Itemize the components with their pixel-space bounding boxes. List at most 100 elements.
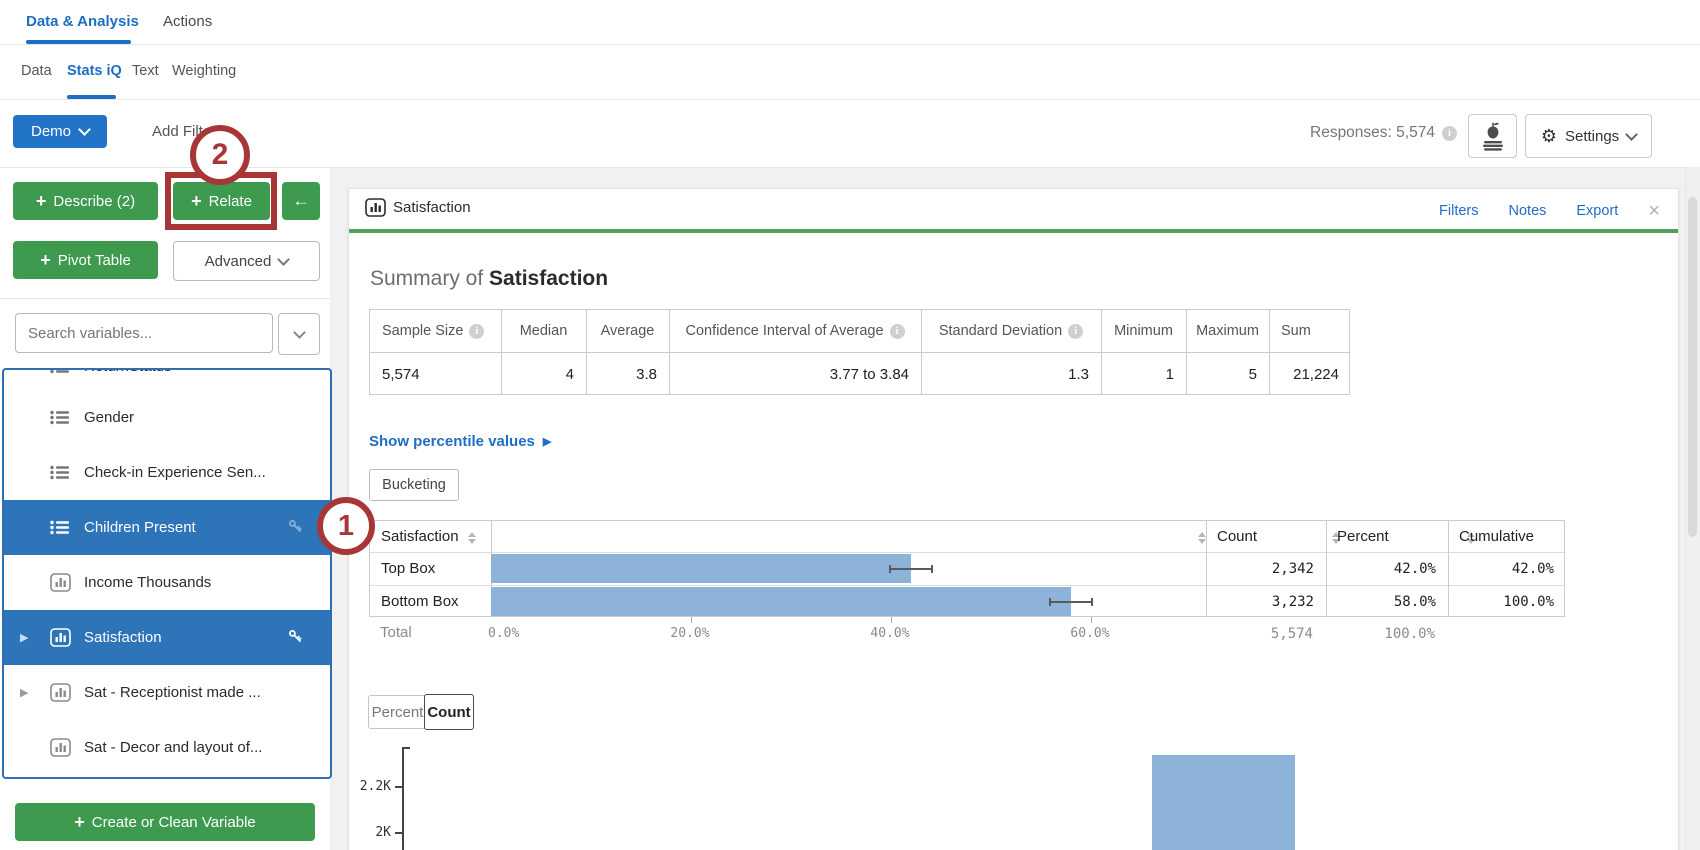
bucketing-label: Bucketing [382,477,446,493]
left-arrow-icon: ← [292,191,310,210]
card-accent-line [349,229,1678,233]
notes-link[interactable]: Notes [1508,203,1547,219]
collapse-panel-button[interactable]: ← [282,182,320,220]
demo-dropdown-button[interactable]: Demo [13,115,107,148]
list-icon [50,370,69,374]
bar-chart-icon [50,738,71,757]
variable-row-receptionist[interactable]: ▶ Sat - Receptionist made ... [4,665,330,720]
freq-cumulative: 100.0% [1503,593,1554,610]
demo-dropdown-label: Demo [30,123,71,140]
page-scrollbar[interactable] [1685,167,1700,850]
tab-text[interactable]: Text [132,63,159,79]
info-icon[interactable]: i [1442,126,1457,141]
triangle-right-icon: ▶ [542,436,552,448]
chevron-down-icon [1625,127,1639,141]
info-icon[interactable]: i [889,323,905,339]
show-percentile-values-link[interactable]: Show percentile values ▶ [369,433,551,450]
bucketing-button[interactable]: Bucketing [369,469,459,501]
stat-sample-size: 5,574 [382,365,420,383]
sort-icon[interactable] [1198,532,1207,544]
pivot-table-label: Pivot Table [57,251,131,269]
toggle-count-button[interactable]: Count [424,694,474,730]
col-header-sample-size: Sample Size i [382,310,485,352]
info-icon[interactable]: i [469,323,485,339]
tab-stats-iq[interactable]: Stats iQ [67,63,122,79]
freq-total-count: 5,574 [1270,626,1313,642]
bottom-box-error-bar [1049,597,1093,606]
bottom-box-bar [491,587,1071,616]
describe-button[interactable]: + Describe (2) [13,182,158,220]
col-header-average: Average [600,323,655,339]
expand-triangle-icon[interactable]: ▶ [20,632,29,644]
settings-button[interactable]: ⚙ Settings [1525,114,1652,158]
tab-actions[interactable]: Actions [163,13,213,30]
variable-row-clipped[interactable]: ReturnStatus [4,370,330,390]
filters-link[interactable]: Filters [1439,203,1479,219]
responses-count: Responses: 5,574 [1310,124,1435,141]
y-axis-tick-label: 2.2K [359,779,391,794]
freq-col-percent: Percent [1337,528,1389,545]
relate-label: Relate [208,192,252,210]
x-axis-tick-label: 60.0% [1070,626,1110,641]
pivot-table-button[interactable]: + Pivot Table [13,241,158,279]
apple-on-books-icon [1482,122,1503,151]
divider [0,99,1700,100]
tab-weighting[interactable]: Weighting [172,63,237,79]
tab-data[interactable]: Data [21,63,52,79]
variable-row-income[interactable]: Income Thousands [4,555,330,610]
info-icon[interactable]: i [1068,323,1084,339]
count-toggle-label: Count [427,703,471,721]
variable-row-children-present[interactable]: Children Present [4,500,330,555]
divider [0,167,1700,168]
variable-row-gender[interactable]: Gender [4,390,330,445]
freq-percent: 58.0% [1393,593,1436,610]
percent-toggle-label: Percent [371,703,424,721]
variable-row-satisfaction[interactable]: ▶ Satisfaction [4,610,330,665]
search-input[interactable] [15,313,273,353]
variable-label: Income Thousands [84,574,212,591]
percentile-link-label: Show percentile values [369,433,535,450]
plus-icon: + [40,250,51,270]
x-axis-tick-label: 0.0% [488,626,520,641]
advanced-dropdown[interactable]: Advanced [173,241,320,281]
col-header-confidence-interval: Confidence Interval of Average i [669,310,921,352]
summary-heading-variable: Satisfaction [489,267,609,290]
variable-row-decor[interactable]: Sat - Decor and layout of... [4,720,330,775]
chevron-down-icon [292,325,306,339]
describe-label: Describe (2) [53,192,136,210]
create-or-clean-variable-button[interactable]: + Create or Clean Variable [15,803,315,841]
variable-label: ReturnStatus [84,370,172,375]
card-header-actions: Filters Notes Export × [1439,201,1660,221]
expand-triangle-icon[interactable]: ▶ [20,687,29,699]
advanced-label: Advanced [204,252,272,270]
freq-row-label: Top Box [381,560,436,577]
toggle-percent-button[interactable]: Percent [368,695,427,729]
freq-col-count: Count [1217,528,1258,545]
key-icon [288,629,302,647]
learning-resources-button[interactable] [1468,114,1517,158]
key-icon [288,519,302,537]
stat-minimum: 1 [1165,365,1174,383]
sort-icon[interactable] [1467,532,1476,544]
freq-cumulative: 42.0% [1511,560,1554,577]
sort-icon[interactable] [468,532,477,544]
plus-icon: + [74,812,85,832]
y-axis-tick-label: 2K [375,825,391,840]
search-options-dropdown[interactable] [278,313,320,355]
col-header-median: Median [519,323,568,339]
variable-list: ReturnStatus Gender Check-in Experience … [2,368,332,779]
freq-count: 2,342 [1271,560,1314,577]
variable-row-checkin[interactable]: Check-in Experience Sen... [4,445,330,500]
sort-icon[interactable] [1331,532,1341,544]
axis-tick [1091,617,1092,623]
chevron-down-icon [78,123,91,136]
export-link[interactable]: Export [1576,203,1619,219]
list-icon [50,465,69,480]
freq-row-label: Bottom Box [381,593,459,610]
tab-data-and-analysis[interactable]: Data & Analysis [26,13,139,30]
list-icon [50,410,69,425]
scrollbar-thumb[interactable] [1688,197,1697,537]
relate-button[interactable]: + Relate [173,182,270,220]
close-icon[interactable]: × [1648,200,1660,222]
stat-confidence-interval: 3.77 to 3.84 [829,365,909,383]
